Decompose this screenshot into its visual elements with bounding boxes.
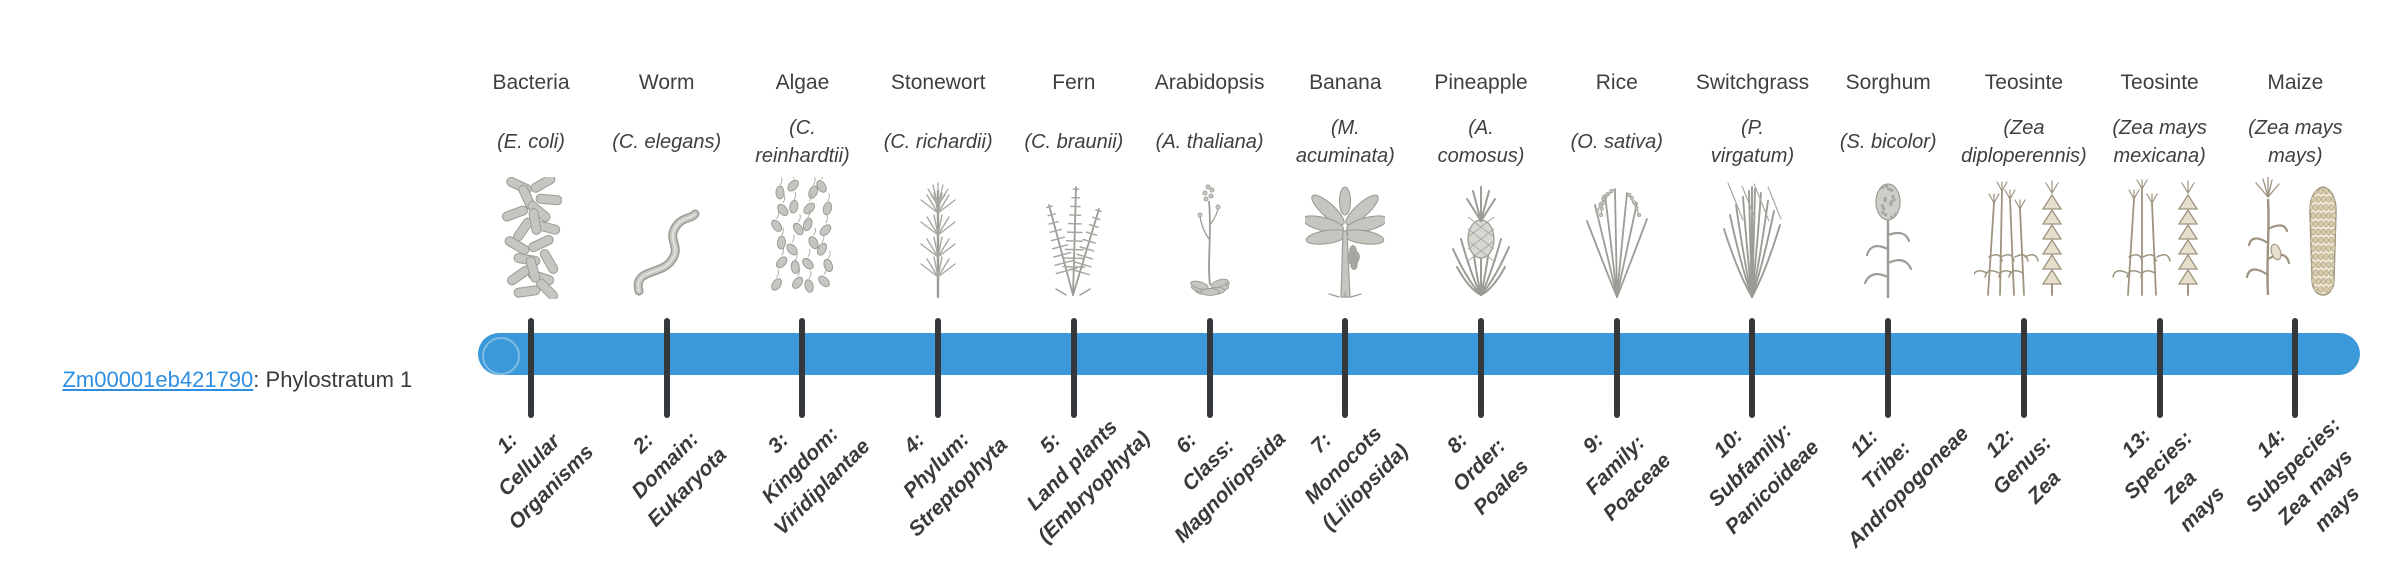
organism-column: Pineapple (A. comosus) (1411, 71, 1551, 299)
organism-scientific-name: (Zea diploperennis) (1961, 117, 2087, 167)
phylostratum-tick (1478, 318, 1485, 418)
stratum-label: 12: Genus: Zea (1981, 424, 2066, 509)
organism-scientific-name: (C. braunii) (1024, 131, 1124, 153)
organism-scientific-name: (Zea mays mays) (2248, 117, 2343, 167)
organism-name: Stonewort (890, 71, 986, 94)
teosinte-diplo-icon (1973, 176, 2074, 299)
organism-name: Banana (1309, 71, 1382, 94)
phylostratum-tick (663, 318, 670, 418)
phylostratum-tick (2292, 318, 2299, 418)
phylostratum-tick (2156, 318, 2163, 418)
gene-label: Zm00001eb421790: Phylostratum 1 (38, 341, 412, 419)
organism-scientific-name: (C. reinhardtii) (755, 117, 850, 167)
organism-scientific-name: (P. virgatum) (1710, 117, 1795, 167)
organism-name: Fern (1052, 71, 1096, 94)
phylostratum-tick (1206, 318, 1213, 418)
stratum-label: 2: Domain: Eukaryota (627, 427, 731, 532)
arabidopsis-icon (1182, 176, 1238, 299)
stratum-label: 4: Phylum: Streptophyta (899, 427, 1013, 542)
stratum-label: 11: Tribe: Andropogoneae (1843, 422, 1974, 553)
organism-scientific-name: (C. richardii) (883, 131, 993, 153)
stratum-label: 10: Subfamily: Panicoideae (1704, 419, 1825, 539)
organism-name: Rice (1595, 71, 1638, 94)
pineapple-icon (1450, 176, 1512, 299)
organism-name: Algae (775, 71, 830, 94)
gene-id-link[interactable]: Zm00001eb421790 (62, 367, 254, 392)
organism-name: Teosinte (2120, 71, 2199, 94)
organism-name: Worm (638, 71, 695, 94)
organism-column: Teosinte (Zea diploperennis) (1954, 71, 2094, 299)
sorghum-icon (1859, 176, 1917, 299)
stonewort-icon (912, 176, 964, 299)
organism-scientific-name: (C. elegans) (612, 131, 722, 153)
maize-icon (2244, 176, 2346, 299)
stratum-label: 5: Land plants (Embryophyta) (1022, 415, 1155, 548)
phylostratum-tick (1885, 318, 1892, 418)
phylostrata-timeline-bar (478, 333, 2360, 375)
switchgrass-icon (1719, 176, 1785, 299)
organism-name: Pineapple (1434, 71, 1528, 94)
organism-column: Algae (C. reinhardtii) (732, 71, 872, 299)
organism-name: Switchgrass (1695, 71, 1810, 94)
fern-icon (1036, 176, 1112, 299)
organism-scientific-name: (E. coli) (497, 131, 565, 153)
organism-name: Maize (2267, 71, 2324, 94)
stratum-label: 7: Monocots (Liliopsida) (1300, 422, 1414, 535)
teosinte-mex-icon (2110, 176, 2210, 299)
organism-column: Maize (Zea mays mays) (2225, 71, 2365, 299)
phylostratum-1-marker (482, 337, 520, 375)
organism-scientific-name: (M. acuminata) (1295, 117, 1395, 167)
organism-column: Rice (O. sativa) (1547, 71, 1687, 299)
organism-column: Worm (C. elegans) (597, 71, 737, 299)
stratum-label: 14: Subspecies: Zea mays mays (2241, 413, 2365, 537)
organism-scientific-name: (O. sativa) (1570, 131, 1663, 153)
phylostratum-tick (2020, 318, 2027, 418)
algae-icon (770, 176, 834, 299)
phylostratum-tick (1613, 318, 1620, 418)
phylostratum-tick (1749, 318, 1756, 418)
organism-column: Fern (C. braunii) (1004, 71, 1144, 299)
organism-column: Bacteria (E. coli) (461, 71, 601, 299)
phylostratum-tick (528, 318, 534, 418)
organism-column: Switchgrass (P. virgatum) (1682, 71, 1822, 299)
organism-name: Teosinte (1984, 71, 2064, 94)
organism-name: Arabidopsis (1154, 71, 1265, 94)
organism-scientific-name: (Zea mays mexicana) (2112, 117, 2207, 167)
organism-column: Arabidopsis (A. thaliana) (1140, 71, 1280, 299)
phylostratum-tick (935, 318, 942, 418)
organism-name: Bacteria (492, 71, 570, 94)
gene-phylostratum-text: Phylostratum 1 (265, 367, 413, 392)
stratum-label: 3: Kingdom: Viridiplantae (757, 422, 876, 540)
rice-icon (1581, 176, 1653, 299)
worm-icon (631, 176, 703, 299)
organism-scientific-name: (A. comosus) (1437, 117, 1525, 167)
stratum-label: 6: Class: Magnoliopsida (1169, 427, 1290, 548)
organism-column: Sorghum (S. bicolor) (1818, 71, 1958, 299)
stratum-label: 9: Family: Poaceae (1578, 428, 1676, 526)
organism-column: Stonewort (C. richardii) (868, 71, 1008, 299)
phylostratum-tick (1342, 318, 1349, 418)
stratum-label: 1: Cellular Organisms (492, 428, 599, 535)
organism-column: Teosinte (Zea mays mexicana) (2090, 71, 2230, 299)
organism-name: Sorghum (1845, 71, 1931, 94)
organism-column: Banana (M. acuminata) (1275, 71, 1415, 299)
gene-label-separator: : (253, 367, 266, 392)
organism-scientific-name: (S. bicolor) (1839, 131, 1937, 153)
bacteria-icon (500, 176, 562, 299)
stratum-label: 8: Order: Poales (1442, 428, 1534, 520)
banana-icon (1305, 176, 1386, 299)
phylostratum-tick (1070, 318, 1077, 418)
phylostratum-tick (799, 318, 806, 418)
organism-scientific-name: (A. thaliana) (1155, 131, 1264, 153)
